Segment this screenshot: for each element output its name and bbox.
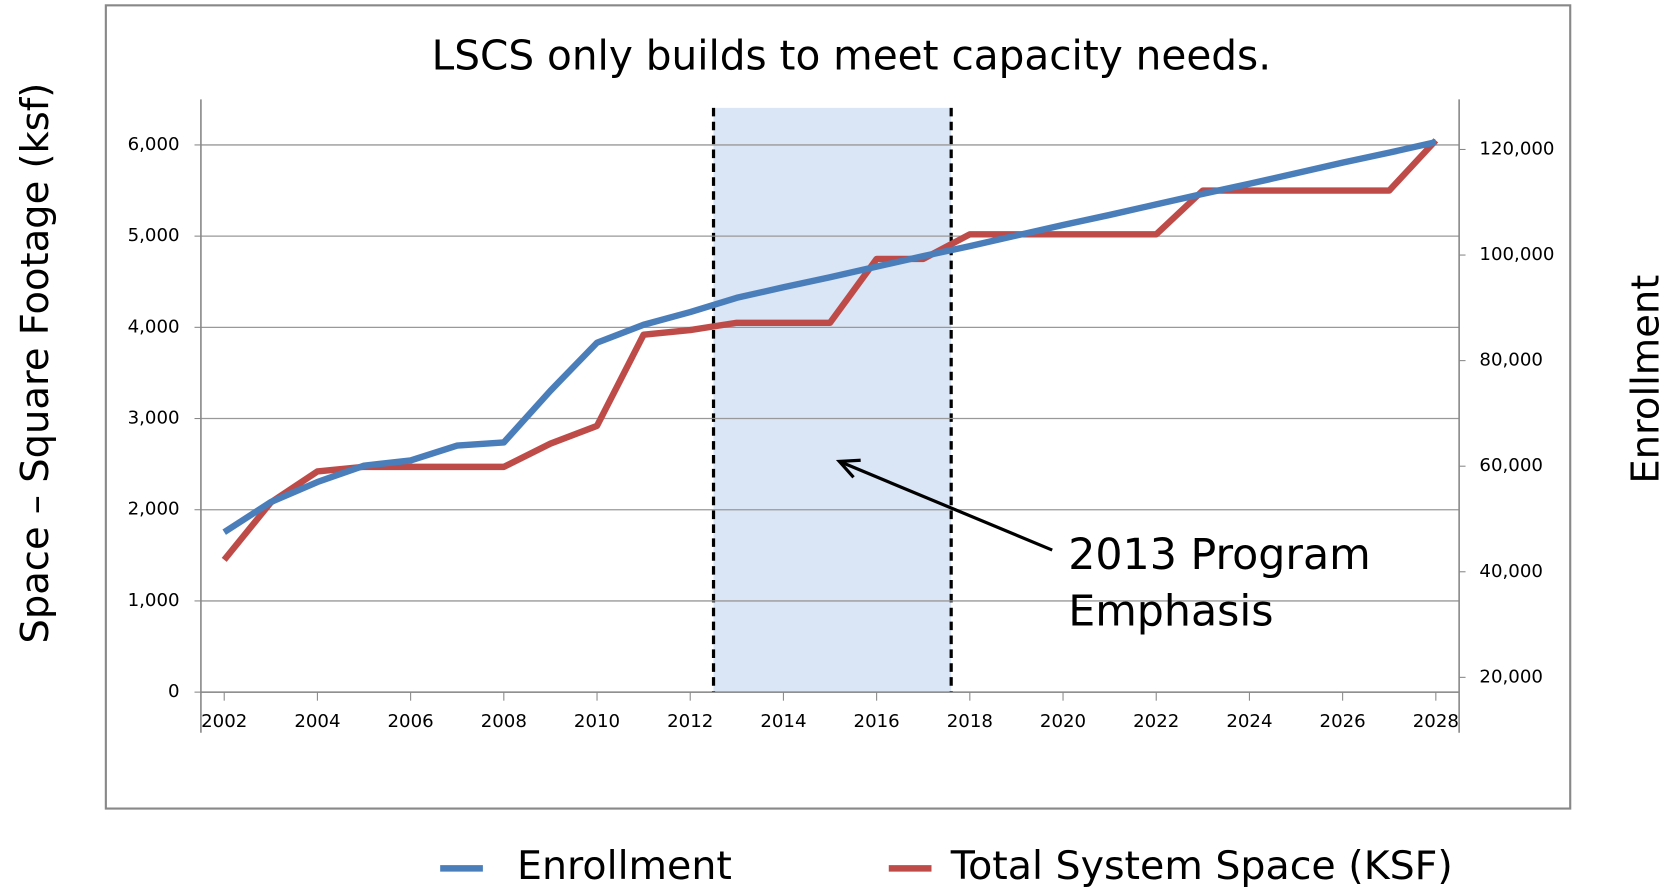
annotation-arrow <box>838 459 1053 552</box>
y-tick-label: 0 <box>168 681 180 702</box>
y-tick-label: 3,000 <box>128 408 180 429</box>
legend-label: Enrollment <box>517 843 732 889</box>
x-tick-label: 2008 <box>481 711 527 732</box>
y2-tick-label: 120,000 <box>1479 138 1554 159</box>
annotation-text: Emphasis <box>1068 587 1273 637</box>
x-tick-label: 2002 <box>201 711 247 732</box>
y2-tick-label: 20,000 <box>1479 666 1542 687</box>
y2-tick-label: 100,000 <box>1479 244 1554 265</box>
arrow-head <box>835 458 861 479</box>
series-line <box>221 138 1439 562</box>
x-tick-label: 2012 <box>667 711 713 732</box>
series-line <box>222 138 1437 535</box>
legend-label: Total System Space (KSF) <box>950 843 1453 889</box>
chart-title: LSCS only builds to meet capacity needs. <box>432 32 1271 80</box>
y2-tick-label: 40,000 <box>1479 561 1542 582</box>
x-tick-label: 2018 <box>947 711 993 732</box>
x-tick-label: 2026 <box>1320 711 1366 732</box>
x-tick-label: 2020 <box>1040 711 1086 732</box>
x-tick-label: 2006 <box>388 711 434 732</box>
x-tick-label: 2004 <box>294 711 340 732</box>
y-tick-label: 1,000 <box>128 590 180 611</box>
x-tick-label: 2028 <box>1413 711 1459 732</box>
highlight-band <box>713 107 952 693</box>
x-tick-label: 2016 <box>854 711 900 732</box>
y-tick-label: 4,000 <box>128 316 180 337</box>
y2-tick-label: 80,000 <box>1479 350 1542 371</box>
y-tick-label: 6,000 <box>128 134 180 155</box>
x-tick-label: 2010 <box>574 711 620 732</box>
y-axis-label: Space – Square Footage (ksf) <box>13 83 58 644</box>
x-tick-label: 2022 <box>1133 711 1179 732</box>
y2-axis-label: Enrollment <box>1624 275 1669 484</box>
x-tick-label: 2014 <box>760 711 806 732</box>
annotation-text: 2013 Program <box>1068 530 1371 580</box>
y-tick-label: 2,000 <box>128 499 180 520</box>
y2-tick-label: 60,000 <box>1479 455 1542 476</box>
y-tick-label: 5,000 <box>128 225 180 246</box>
x-tick-label: 2024 <box>1226 711 1272 732</box>
